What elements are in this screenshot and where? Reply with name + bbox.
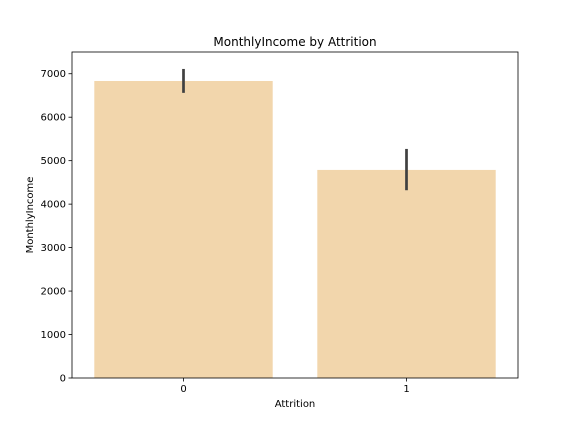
y-tick-label-0: 0 bbox=[60, 374, 66, 385]
y-tick-label-3000: 3000 bbox=[41, 243, 66, 254]
bar-0 bbox=[94, 80, 273, 379]
plot-area bbox=[94, 68, 496, 379]
y-tick-label-2000: 2000 bbox=[41, 287, 66, 298]
y-tick-label-7000: 7000 bbox=[41, 69, 66, 80]
y-axis-label: MonthlyIncome bbox=[25, 177, 36, 254]
x-tick-label-1: 1 bbox=[403, 384, 409, 395]
y-tick-label-5000: 5000 bbox=[41, 156, 66, 167]
x-tick-label-0: 0 bbox=[180, 384, 186, 395]
chart-title: MonthlyIncome by Attrition bbox=[213, 35, 376, 49]
y-tick-label-6000: 6000 bbox=[41, 113, 66, 124]
x-axis-label: Attrition bbox=[275, 399, 316, 410]
bar-1 bbox=[317, 169, 496, 378]
y-tick-label-1000: 1000 bbox=[41, 330, 66, 341]
axes-frame bbox=[71, 51, 519, 379]
y-tick-label-4000: 4000 bbox=[41, 200, 66, 211]
